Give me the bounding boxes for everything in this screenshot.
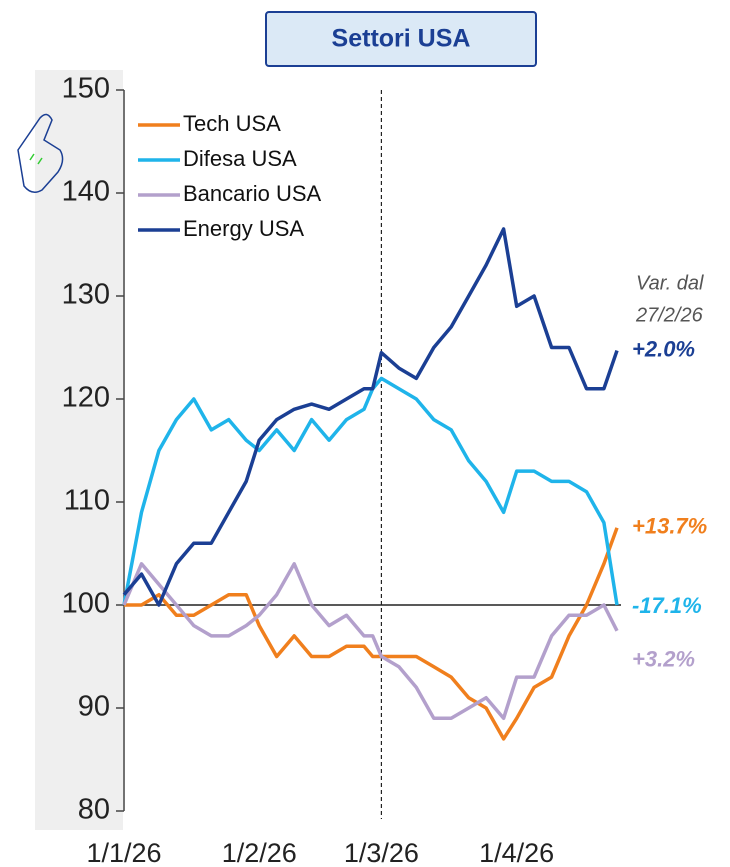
y-tick-label: 100 [62,588,110,620]
chart-title: Settori USA [332,25,471,53]
x-tick-label: 1/1/26 [86,838,161,867]
end-label: -17.1% [632,593,702,618]
y-tick-label: 140 [62,176,110,208]
x-tick-label: 1/3/26 [344,838,419,867]
legend-label: Difesa USA [183,146,297,171]
y-tick-label: 150 [62,73,110,105]
legend-label: Bancario USA [183,181,322,206]
series-line [122,376,619,606]
series-line [122,227,619,607]
legend-label: Energy USA [183,216,304,241]
annotation: 27/2/26 [635,304,704,326]
end-label: +2.0% [632,336,695,361]
y-tick-label: 120 [62,382,110,414]
series-line [122,562,619,721]
end-label: +13.7% [632,514,707,539]
x-tick-label: 1/4/26 [479,838,554,867]
y-tick-label: 130 [62,279,110,311]
title-box [265,11,537,67]
legend-label: Tech USA [183,111,281,136]
end-label: +3.2% [632,647,695,672]
y-tick-label: 80 [78,794,110,826]
y-tick-label: 110 [64,485,110,517]
hand-icon [17,113,64,193]
series-line [124,527,619,741]
x-tick-label: 1/2/26 [222,838,297,867]
y-tick-label: 90 [78,691,110,723]
axis-band [35,70,123,830]
annotation: Var. dal [636,272,704,294]
